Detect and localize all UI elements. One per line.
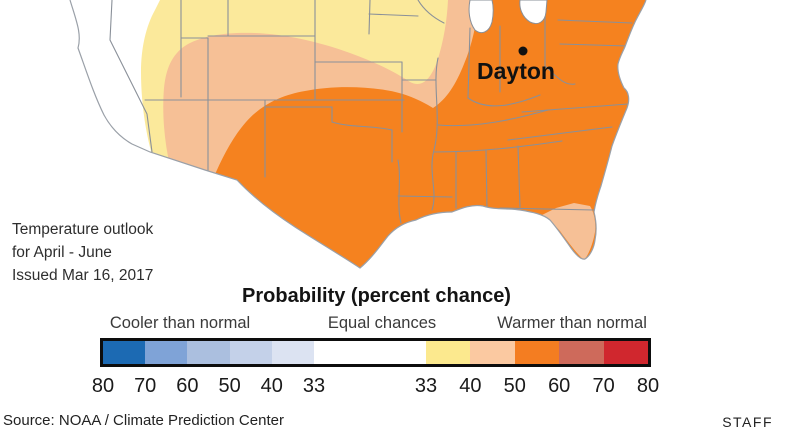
colorbar-segment-cool-50-40	[229, 341, 272, 364]
colorbar-segment-cool-60-50	[187, 341, 230, 364]
colorbar-segment-warm-60-70	[559, 341, 604, 364]
city-label: Dayton	[477, 58, 555, 84]
tick-label: 80	[636, 375, 660, 397]
tick-label: 80	[91, 375, 115, 397]
annotation-block: Temperature outlook for April - June Iss…	[12, 218, 153, 287]
colorbar-segment-cool-40-33	[271, 341, 314, 364]
tick-label: 33	[414, 375, 438, 397]
tick-label: 40	[260, 375, 283, 397]
state-borders	[109, 0, 633, 224]
tick-label: 40	[459, 375, 482, 397]
cooler-than-normal-label: Cooler than normal	[109, 314, 251, 332]
tick-label: 50	[218, 375, 241, 397]
lake-michigan	[468, 0, 494, 34]
colorbar-segment-cool-70-60	[145, 341, 188, 364]
region-florida-peninsula-40-50	[540, 203, 596, 260]
source-text: Source: NOAA / Climate Prediction Center	[3, 412, 284, 429]
colorbar-segment-equal-chances	[313, 341, 426, 364]
city-marker-dot	[518, 46, 528, 56]
tick-label: 60	[548, 375, 571, 397]
legend-title: Probability (percent chance)	[242, 285, 511, 307]
probability-colorbar	[100, 338, 651, 367]
tick-label: 70	[592, 375, 615, 397]
colorbar-tick-row: 80 70 60 50 40 33 33 40 50 60 70 80	[92, 375, 659, 397]
annotation-line-2: for April - June	[12, 244, 112, 261]
colorbar-segment-warm-33-40	[425, 341, 471, 364]
colorbar-segment-warm-50-60	[514, 341, 560, 364]
lake-huron-erie	[519, 0, 548, 25]
staff-credit: STAFF	[722, 414, 773, 430]
tick-label: 33	[302, 375, 326, 397]
colorbar-segment-warm-70-80	[603, 341, 648, 364]
annotation-line-1: Temperature outlook	[12, 221, 154, 238]
tick-label: 60	[176, 375, 199, 397]
region-equal-chances	[70, 0, 160, 232]
tick-label: 50	[503, 375, 526, 397]
tick-label: 70	[134, 375, 157, 397]
equal-chances-label: Equal chances	[327, 314, 437, 332]
annotation-line-3: Issued Mar 16, 2017	[12, 267, 154, 284]
warmer-than-normal-label: Warmer than normal	[497, 314, 647, 332]
us-coastline	[69, 0, 647, 269]
us-temperature-outlook-map: Dayton	[69, 0, 647, 269]
colorbar-segment-cool-80-70	[103, 341, 146, 364]
colorbar-segment-warm-40-50	[470, 341, 515, 364]
